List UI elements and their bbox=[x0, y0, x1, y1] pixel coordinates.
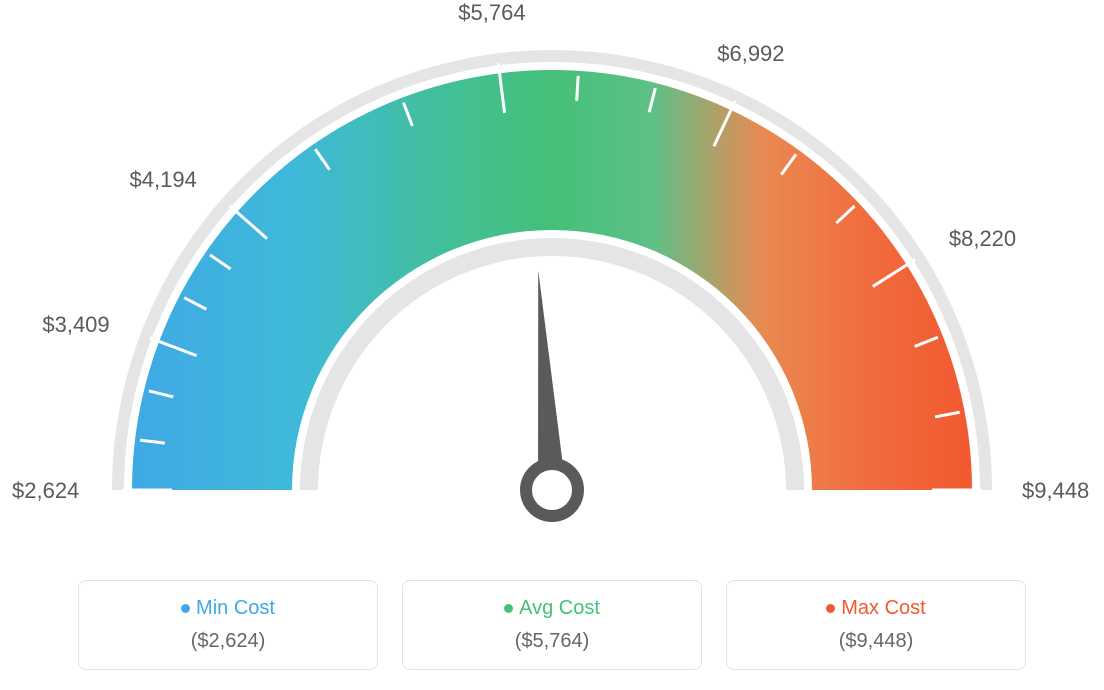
legend-value: ($2,624) bbox=[79, 630, 377, 653]
tick-label: $8,220 bbox=[949, 226, 1016, 252]
legend-label: Avg Cost bbox=[519, 597, 600, 619]
gauge-svg bbox=[0, 0, 1104, 560]
legend-label: Max Cost bbox=[841, 597, 925, 619]
legend-dot-icon bbox=[181, 604, 190, 613]
gauge-area: $2,624 $3,409 $4,194 $5,764 $6,992 $8,220 $9,4… bbox=[0, 0, 1104, 560]
legend-title: Max Cost bbox=[727, 597, 1025, 620]
legend-label: Min Cost bbox=[196, 597, 275, 619]
legend-card-min-cost: Min Cost ($2,624) bbox=[78, 580, 378, 670]
legend-value: ($9,448) bbox=[727, 630, 1025, 653]
tick-label: $6,992 bbox=[717, 41, 784, 67]
legend-dot-icon bbox=[826, 604, 835, 613]
legend-dot-icon bbox=[504, 604, 513, 613]
needle-hub bbox=[526, 464, 578, 516]
tick-label: $3,409 bbox=[42, 312, 109, 338]
tick-label: $4,194 bbox=[130, 167, 197, 193]
legend-card-avg-cost: Avg Cost ($5,764) bbox=[402, 580, 702, 670]
legend-row: Min Cost ($2,624) Avg Cost ($5,764) Max Cost… bbox=[0, 580, 1104, 670]
legend-title: Min Cost bbox=[79, 597, 377, 620]
legend-title: Avg Cost bbox=[403, 597, 701, 620]
tick-label: $5,764 bbox=[458, 0, 525, 26]
tick-minor bbox=[577, 76, 579, 101]
gauge-chart-container: $2,624 $3,409 $4,194 $5,764 $6,992 $8,220 $9,4… bbox=[0, 0, 1104, 690]
tick-label: $2,624 bbox=[12, 478, 79, 504]
tick-label: $9,448 bbox=[1022, 478, 1089, 504]
legend-card-max-cost: Max Cost ($9,448) bbox=[726, 580, 1026, 670]
legend-value: ($5,764) bbox=[403, 630, 701, 653]
needle bbox=[538, 270, 566, 490]
